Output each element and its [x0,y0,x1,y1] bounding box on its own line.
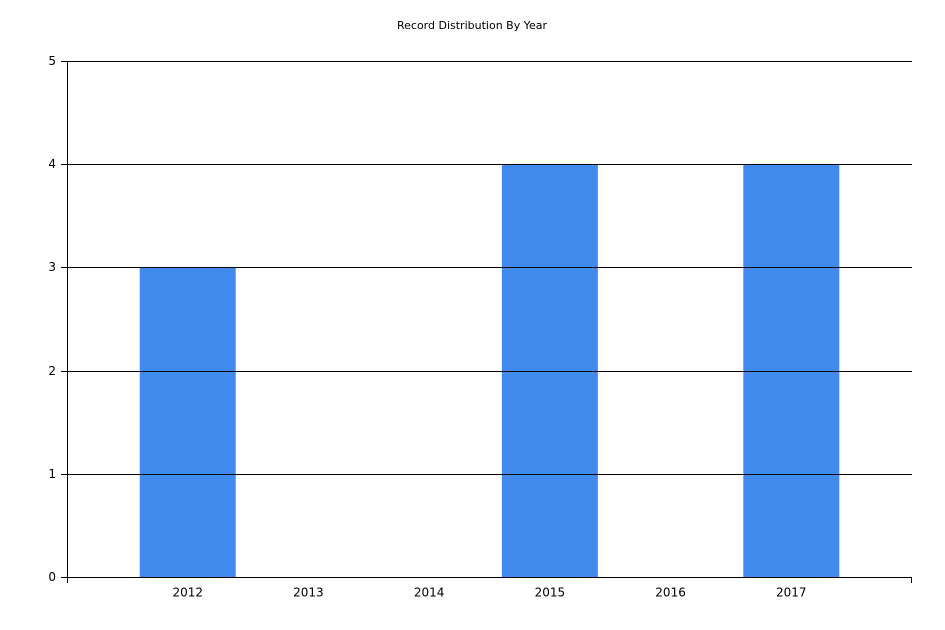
x-tick-label: 2017 [776,586,807,600]
x-tick-label: 2014 [414,586,445,600]
y-tick-label: 1 [48,467,56,481]
y-tick-label: 2 [48,364,56,378]
y-tick-label: 3 [48,260,56,274]
x-tick-label: 2013 [293,586,324,600]
chart-title: Record Distribution By Year [397,19,547,32]
bar [743,164,840,577]
x-tick-label: 2016 [655,586,686,600]
x-tick-label: 2012 [172,586,203,600]
x-tick-label: 2015 [535,586,566,600]
y-tick-label: 5 [48,54,56,68]
y-tick-label: 0 [48,570,56,584]
bar [501,164,598,577]
y-tick-label: 4 [48,157,56,171]
bar [139,267,236,577]
